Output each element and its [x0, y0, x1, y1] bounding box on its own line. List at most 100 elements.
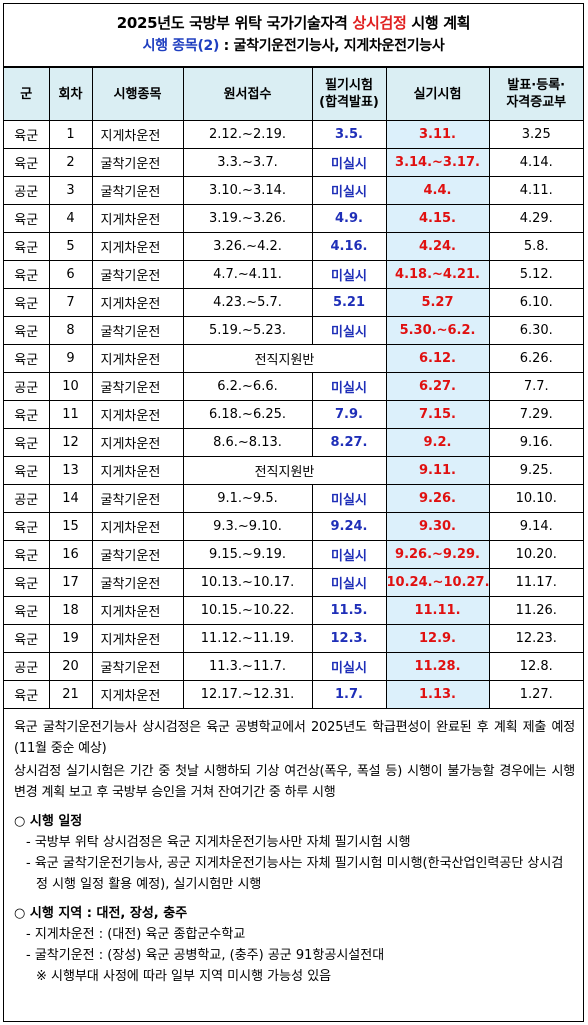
cell-branch: 육군 [4, 596, 50, 625]
cell-practical: 9.26.~9.29. [385, 540, 490, 569]
cell-written: 미실시 [311, 372, 387, 401]
cell-round: 4 [48, 204, 93, 233]
cell-result: 7.7. [488, 372, 583, 401]
cell-application: 8.6.~8.13. [182, 428, 313, 457]
schedule-table: 군 회차 시행종목 원서접수 필기시험 (합격발표) 실기시험 발표·등록· 자격증… [4, 67, 583, 709]
cell-result: 11.26. [488, 596, 583, 625]
cell-written: 11.5. [311, 596, 387, 625]
cell-round: 1 [48, 120, 93, 149]
cell-result: 4.11. [488, 176, 583, 205]
table-body: 육군 1 지게차운전 2.12.~2.19. 3.5. 3.11. 3.25 육군 2 굴착기운전… [4, 120, 583, 709]
cell-branch: 육군 [4, 680, 50, 709]
cell-item: 지게차운전 [91, 596, 184, 625]
cell-practical: 3.11. [385, 120, 490, 149]
table-row: 육군 21 지게차운전 12.17.~12.31. 1.7. 1.13. 1.27. [4, 680, 583, 709]
note-paragraph-2: 상시검정 실기시험은 기간 중 첫날 시행하되 기상 여건상(폭우, 폭설 등)… [14, 764, 575, 800]
cell-written: 1.7. [311, 680, 387, 709]
cell-item: 굴착기운전 [91, 148, 184, 177]
cell-item: 지게차운전 [91, 400, 184, 429]
title-prefix: 2025년도 국방부 위탁 국가기술자격 [116, 14, 353, 32]
cell-result: 9.25. [488, 456, 583, 485]
cell-application: 11.12.~11.19. [182, 624, 313, 653]
cell-written: 4.16. [311, 232, 387, 261]
cell-branch: 공군 [4, 372, 50, 401]
cell-branch: 육군 [4, 568, 50, 597]
cell-round: 17 [48, 568, 93, 597]
title-highlight: 상시검정 [352, 14, 407, 32]
cell-result: 12.8. [488, 652, 583, 681]
cell-application: 3.19.~3.26. [182, 204, 313, 233]
cell-application: 3.3.~3.7. [182, 148, 313, 177]
cell-round: 12 [48, 428, 93, 457]
table-header-row: 군 회차 시행종목 원서접수 필기시험 (합격발표) 실기시험 발표·등록· 자격증… [4, 67, 583, 121]
cell-branch: 공군 [4, 484, 50, 513]
cell-practical: 6.27. [385, 372, 490, 401]
cell-branch: 육군 [4, 232, 50, 261]
header-practical: 실기시험 [385, 67, 490, 121]
cell-practical: 4.4. [385, 176, 490, 205]
cell-application: 12.17.~12.31. [182, 680, 313, 709]
cell-item: 지게차운전 [91, 204, 184, 233]
schedule-item-2: - 육군 굴착기운전기능사, 공군 지게차운전기능사는 자체 필기시험 미시행(… [26, 856, 564, 892]
table-row: 육군 6 굴착기운전 4.7.~4.11. 미실시 4.18.~4.21. 5.12. [4, 260, 583, 289]
cell-result: 5.8. [488, 232, 583, 261]
cell-application: 2.12.~2.19. [182, 120, 313, 149]
table-row: 육군 2 굴착기운전 3.3.~3.7. 미실시 3.14.~3.17. 4.14. [4, 148, 583, 177]
cell-application: 3.26.~4.2. [182, 232, 313, 261]
table-row: 공군 20 굴착기운전 11.3.~11.7. 미실시 11.28. 12.8. [4, 652, 583, 681]
table-row: 공군 14 굴착기운전 9.1.~9.5. 미실시 9.26. 10.10. [4, 484, 583, 513]
cell-item: 지게차운전 [91, 428, 184, 457]
cell-round: 18 [48, 596, 93, 625]
cell-branch: 육군 [4, 204, 50, 233]
cell-branch: 육군 [4, 512, 50, 541]
cell-written: 미실시 [311, 568, 387, 597]
cell-result: 10.20. [488, 540, 583, 569]
cell-practical: 4.15. [385, 204, 490, 233]
cell-branch: 육군 [4, 260, 50, 289]
cell-item: 지게차운전 [91, 344, 184, 373]
region-note: ※ 시행부대 사정에 따라 일부 지역 미시행 가능성 있음 [36, 969, 332, 984]
table-row: 육군 5 지게차운전 3.26.~4.2. 4.16. 4.24. 5.8. [4, 232, 583, 261]
table-row: 육군 16 굴착기운전 9.15.~9.19. 미실시 9.26.~9.29. 10.20. [4, 540, 583, 569]
region-item-2: - 굴착기운전 : (장성) 육군 공병학교, (충주) 공군 91항공시설전대 [26, 948, 385, 963]
cell-item: 굴착기운전 [91, 316, 184, 345]
cell-practical: 9.11. [385, 456, 490, 485]
cell-result: 6.26. [488, 344, 583, 373]
cell-written: 미실시 [311, 316, 387, 345]
cell-application: 6.18.~6.25. [182, 400, 313, 429]
cell-merged-note: 전직지원반 [182, 456, 387, 485]
cell-practical: 5.27 [385, 288, 490, 317]
cell-result: 9.14. [488, 512, 583, 541]
schedule-heading: ○ 시행 일정 [14, 814, 83, 829]
cell-application: 10.13.~10.17. [182, 568, 313, 597]
cell-application: 9.1.~9.5. [182, 484, 313, 513]
header-result: 발표·등록· 자격증교부 [488, 67, 583, 121]
cell-branch: 육군 [4, 344, 50, 373]
table-row: 육군 4 지게차운전 3.19.~3.26. 4.9. 4.15. 4.29. [4, 204, 583, 233]
cell-written: 미실시 [311, 652, 387, 681]
cell-practical: 9.2. [385, 428, 490, 457]
page-title: 2025년도 국방부 위탁 국가기술자격 상시검정 시행 계획 [4, 13, 583, 33]
table-row: 육군 15 지게차운전 9.3.~9.10. 9.24. 9.30. 9.14. [4, 512, 583, 541]
cell-branch: 공군 [4, 176, 50, 205]
header-written-line2: (합격발표) [319, 95, 379, 110]
cell-result: 6.30. [488, 316, 583, 345]
header-round: 회차 [48, 67, 93, 121]
cell-practical: 12.9. [385, 624, 490, 653]
cell-item: 지게차운전 [91, 512, 184, 541]
table-row: 육군 1 지게차운전 2.12.~2.19. 3.5. 3.11. 3.25 [4, 120, 583, 149]
subtitle-text: : 굴착기운전기능사, 지게차운전기능사 [219, 38, 445, 54]
cell-result: 7.29. [488, 400, 583, 429]
cell-application: 5.19.~5.23. [182, 316, 313, 345]
header-application: 원서접수 [182, 67, 313, 121]
cell-item: 굴착기운전 [91, 540, 184, 569]
schedule-item-1: - 국방부 위탁 상시검정은 육군 지게차운전기능사만 자체 필기시험 시행 [26, 835, 411, 850]
cell-branch: 육군 [4, 288, 50, 317]
cell-item: 지게차운전 [91, 456, 184, 485]
cell-round: 3 [48, 176, 93, 205]
header-written-line1: 필기시험 [325, 78, 373, 93]
cell-practical: 1.13. [385, 680, 490, 709]
subtitle: 시행 종목(2) : 굴착기운전기능사, 지게차운전기능사 [4, 36, 583, 56]
cell-practical: 7.15. [385, 400, 490, 429]
cell-written: 3.5. [311, 120, 387, 149]
